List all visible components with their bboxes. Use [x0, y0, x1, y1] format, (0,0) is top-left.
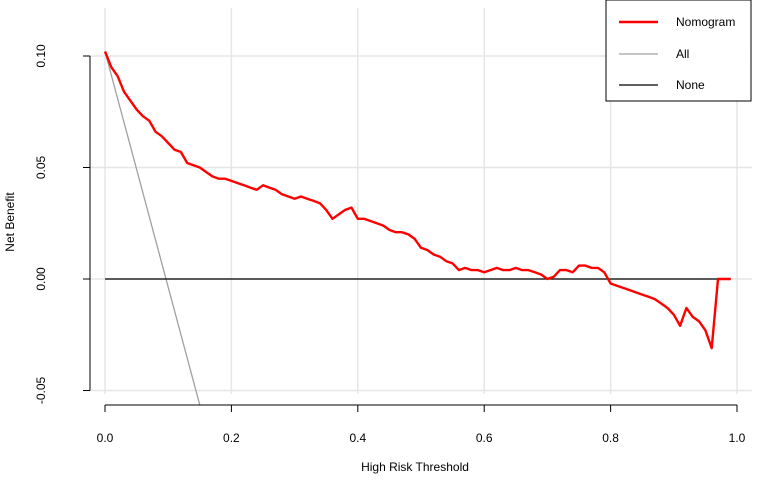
legend-label-none: None	[676, 78, 705, 92]
y-tick-label: 0.05	[34, 155, 48, 179]
legend: Nomogram All None	[605, 0, 752, 102]
y-tick-label: -0.05	[34, 377, 48, 405]
x-tick-label: 1.0	[729, 431, 746, 445]
x-tick-label: 0.4	[349, 431, 366, 445]
series-line-all	[104, 51, 201, 406]
x-tick-label: 0.0	[97, 431, 114, 445]
legend-label-nomogram: Nomogram	[676, 15, 735, 29]
y-tick-label: 0.10	[34, 44, 48, 68]
x-tick-label: 0.2	[223, 431, 240, 445]
y-axis-title: Net Benefit	[3, 192, 17, 252]
legend-box	[605, 0, 752, 102]
y-axis: -0.05 0.00 0.05 0.10	[34, 44, 91, 405]
x-tick-label: 0.6	[476, 431, 493, 445]
x-axis-title: High Risk Threshold	[361, 460, 469, 474]
x-tick-label: 0.8	[602, 431, 619, 445]
y-tick-label: 0.00	[34, 267, 48, 291]
series-line-nomogram	[103, 51, 731, 350]
series-lines	[103, 51, 731, 406]
x-axis: 0.0 0.2 0.4 0.6 0.8 1.0	[97, 404, 746, 445]
legend-label-all: All	[676, 47, 689, 61]
